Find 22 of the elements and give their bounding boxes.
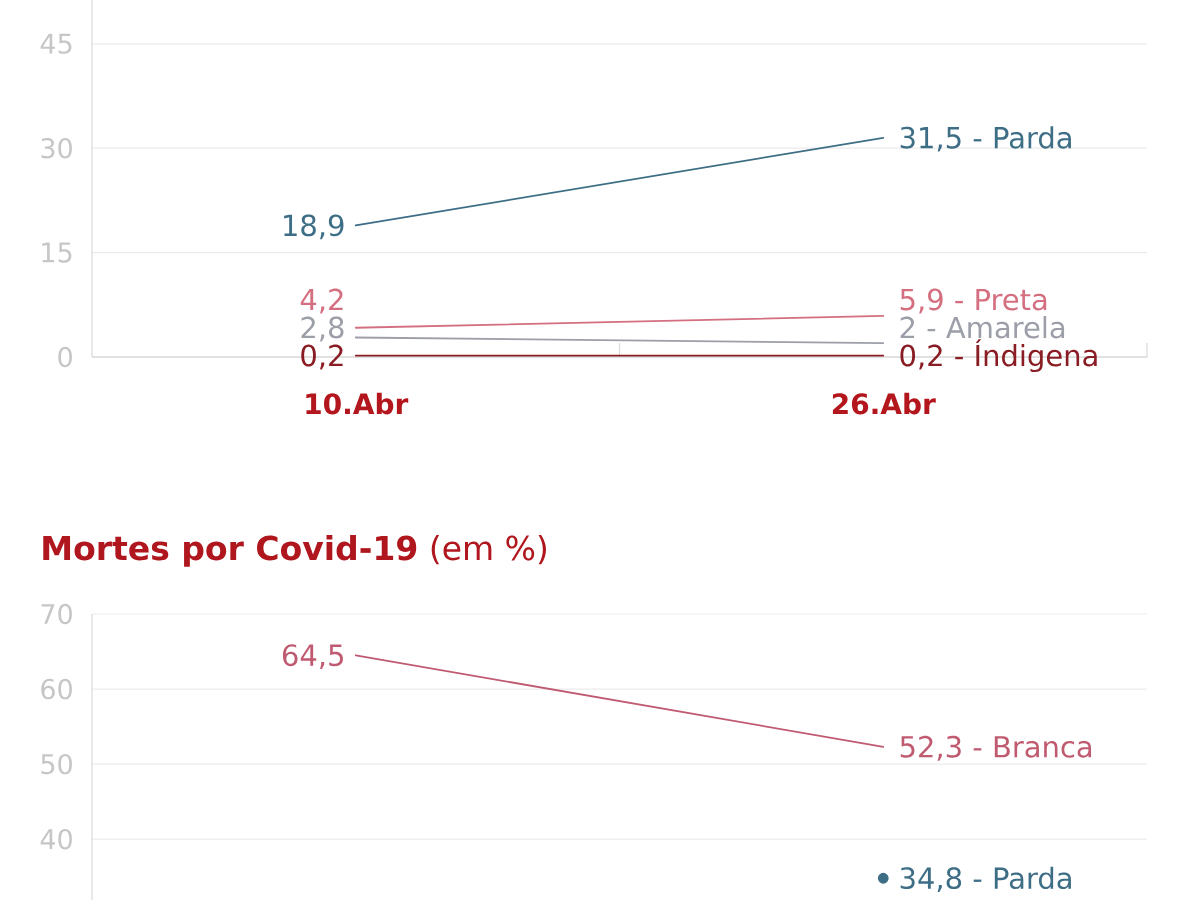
y-tick-label: 0 — [58, 346, 72, 368]
data-label: 34,8 - Parda — [900, 866, 1071, 893]
data-label: 52,3 - Branca — [900, 735, 1092, 761]
data-label: 2,8 — [301, 316, 344, 342]
y-tick-label: 40 — [40, 828, 72, 850]
data-label: 31,5 - Parda — [900, 126, 1071, 152]
y-tick-label: 50 — [41, 753, 72, 775]
y-tick-label: 45 — [40, 33, 72, 54]
chart-title: Mortes por Covid-19 (em %) — [43, 534, 546, 567]
y-tick-label: 30 — [41, 138, 72, 159]
data-label: 18,9 — [284, 214, 344, 240]
data-label: 0,2 - Índigena — [900, 339, 1097, 373]
data-label: 4,2 — [300, 288, 343, 314]
data-label: 5,9 - Preta — [900, 288, 1047, 314]
x-tick-label: 26.Abr — [832, 392, 936, 415]
y-tick-label: 70 — [41, 603, 72, 625]
data-label: 0,2 — [301, 344, 343, 370]
y-tick-label: 60 — [41, 678, 72, 700]
x-tick-label: 10.Abr — [306, 392, 409, 415]
data-label: 2 - Amarela — [900, 316, 1065, 339]
data-label: 64,5 — [282, 644, 343, 670]
y-tick-label: 15 — [42, 242, 72, 263]
